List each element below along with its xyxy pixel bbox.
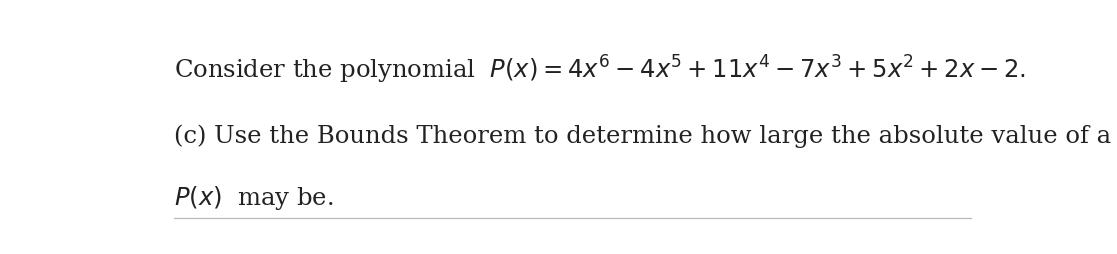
- Text: $P(x)$  may be.: $P(x)$ may be.: [174, 183, 334, 211]
- Text: Consider the polynomial  $P(x) = 4x^6 - 4x^5 + 11x^4 - 7x^3 + 5x^2 + 2x - 2.$: Consider the polynomial $P(x) = 4x^6 - 4…: [174, 54, 1027, 86]
- Text: (c) Use the Bounds Theorem to determine how large the absolute value of a root o: (c) Use the Bounds Theorem to determine …: [174, 124, 1117, 148]
